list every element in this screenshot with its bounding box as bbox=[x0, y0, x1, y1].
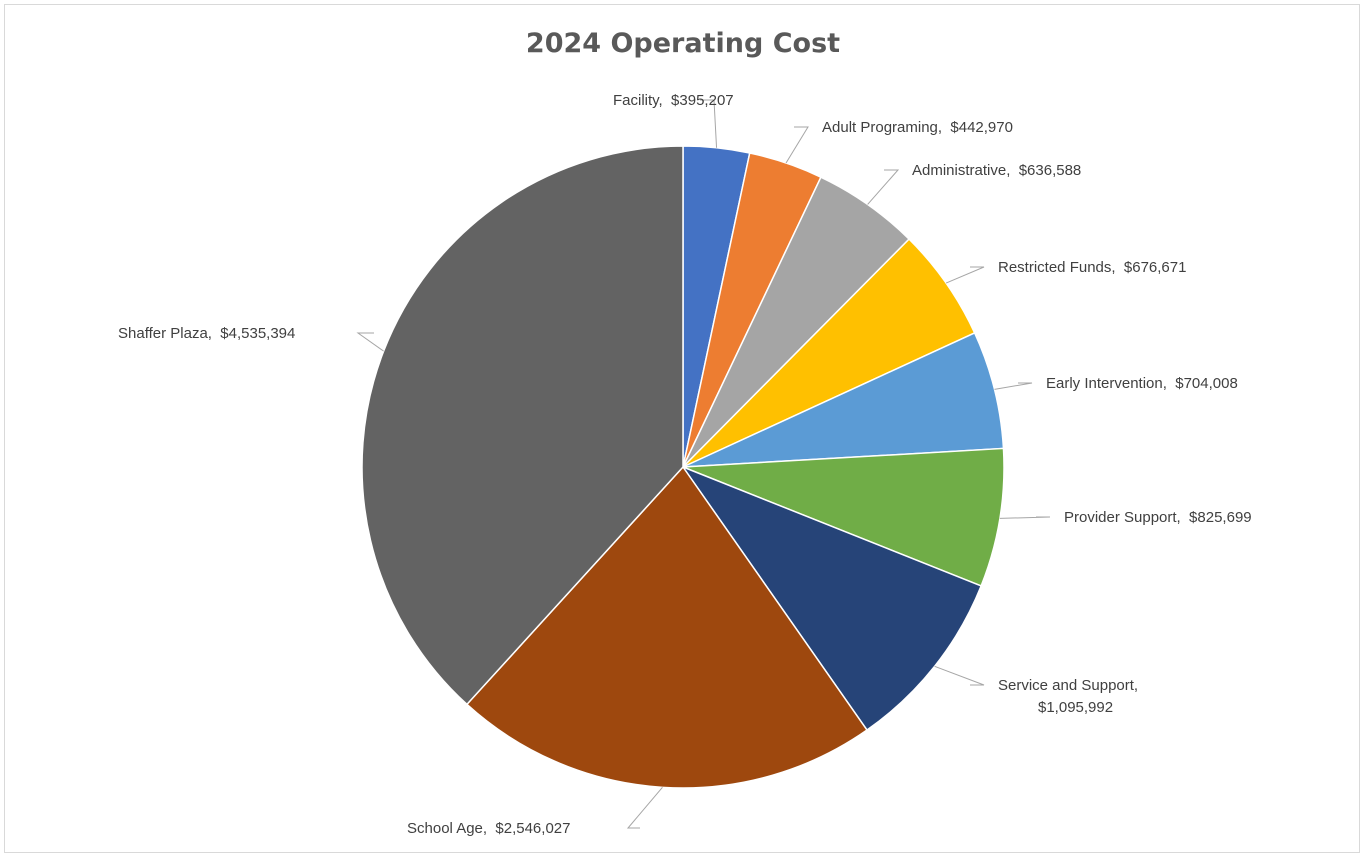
data-label-shaffer-plaza: Shaffer Plaza, $4,535,394 bbox=[118, 325, 295, 342]
leader-line bbox=[945, 266, 985, 284]
data-label-administrative: Administrative, $636,588 bbox=[912, 162, 1081, 179]
leader-line bbox=[626, 787, 663, 829]
leader-line bbox=[867, 169, 900, 205]
pie-slice-early-intervention bbox=[682, 331, 1005, 468]
data-label-early-intervention: Early Intervention, $704,008 bbox=[1046, 375, 1238, 392]
data-label-service-and-support: Service and Support, $1,095,992 bbox=[998, 677, 1138, 716]
pie-slice-provider-support bbox=[682, 447, 1005, 587]
data-label-school-age: School Age, $2,546,027 bbox=[407, 820, 570, 837]
leader-line bbox=[999, 516, 1051, 519]
leader-line bbox=[785, 126, 809, 164]
leader-line bbox=[700, 99, 718, 148]
data-label-provider-support: Provider Support, $825,699 bbox=[1064, 509, 1252, 526]
leader-line bbox=[356, 332, 384, 352]
pie-slice-school-age bbox=[465, 465, 869, 789]
chart-title: 2024 Operating Cost bbox=[525, 28, 841, 59]
pie-slice-shaffer-plaza bbox=[361, 145, 684, 706]
data-label-restricted-funds: Restricted Funds, $676,671 bbox=[998, 259, 1186, 276]
leader-line bbox=[934, 665, 985, 686]
leader-line bbox=[994, 382, 1033, 390]
data-label-facility: Facility, $395,207 bbox=[613, 92, 734, 109]
pie-slice-service-and-support bbox=[680, 465, 983, 732]
data-label-adult-programing: Adult Programing, $442,970 bbox=[822, 119, 1013, 136]
